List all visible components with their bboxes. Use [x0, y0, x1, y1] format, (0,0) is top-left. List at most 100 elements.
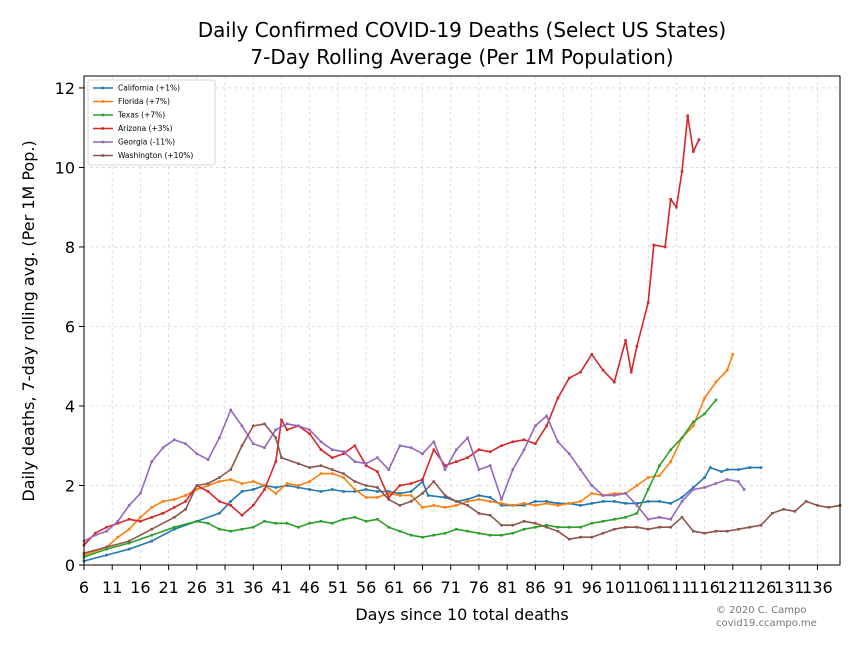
- legend-marker-arizona: [101, 127, 105, 130]
- data-point: [500, 502, 503, 505]
- data-point: [105, 553, 108, 557]
- data-point: [567, 376, 571, 380]
- data-point: [432, 448, 436, 452]
- data-point: [376, 456, 379, 459]
- data-point: [342, 472, 345, 475]
- data-point: [409, 490, 413, 493]
- data-point: [556, 396, 560, 400]
- data-point: [376, 517, 379, 521]
- data-point: [601, 519, 605, 523]
- data-point: [206, 521, 210, 525]
- x-tick-label: 16: [130, 578, 150, 597]
- data-point: [646, 527, 650, 531]
- data-point: [218, 436, 221, 440]
- legend-label-washington: Washington (+10%): [118, 151, 193, 160]
- legend-marker-florida: [101, 100, 105, 103]
- data-point: [567, 452, 571, 455]
- data-point: [206, 458, 210, 461]
- data-point: [127, 539, 131, 543]
- data-point: [421, 492, 424, 495]
- data-point: [319, 464, 323, 467]
- data-point: [466, 436, 469, 440]
- data-point: [150, 460, 154, 463]
- data-point: [680, 170, 684, 173]
- data-point: [613, 492, 616, 495]
- chart-subtitle: 7-Day Rolling Average (Per 1M Population…: [250, 45, 673, 69]
- data-point: [522, 448, 526, 452]
- data-point: [251, 480, 255, 483]
- data-point: [297, 525, 300, 529]
- data-point: [488, 514, 492, 517]
- data-point: [737, 468, 740, 471]
- y-tick-label: 6: [65, 317, 75, 336]
- data-point: [150, 506, 154, 509]
- data-point: [624, 492, 627, 495]
- data-point: [172, 525, 176, 529]
- data-point: [511, 523, 515, 527]
- data-point: [534, 504, 537, 507]
- data-point: [466, 504, 469, 507]
- data-point: [218, 480, 221, 483]
- x-tick-label: 91: [553, 578, 573, 597]
- data-point: [274, 436, 278, 440]
- data-point: [590, 484, 594, 487]
- data-point: [804, 500, 808, 503]
- data-point: [692, 529, 695, 533]
- data-point: [285, 482, 289, 485]
- legend-marker-texas: [101, 113, 105, 117]
- data-point: [827, 506, 831, 509]
- data-point: [330, 456, 334, 459]
- data-point: [116, 521, 120, 525]
- data-point: [590, 352, 594, 356]
- data-point: [443, 496, 447, 499]
- data-point: [172, 498, 176, 501]
- data-point: [692, 486, 695, 489]
- data-point: [195, 484, 199, 487]
- data-point: [409, 482, 413, 485]
- data-point: [500, 444, 503, 448]
- series-florida: [82, 352, 735, 557]
- data-point: [127, 527, 131, 531]
- data-point: [263, 422, 266, 426]
- data-point: [466, 456, 469, 459]
- y-tick-label: 4: [65, 397, 75, 416]
- y-tick-label: 8: [65, 238, 75, 257]
- data-point: [330, 472, 334, 475]
- data-point: [398, 529, 402, 533]
- data-point: [624, 339, 627, 342]
- data-point: [680, 515, 684, 519]
- legend-marker-georgia: [101, 140, 105, 144]
- data-point: [556, 525, 560, 529]
- data-point: [443, 464, 447, 467]
- data-point: [669, 460, 673, 463]
- data-point: [285, 422, 289, 426]
- x-tick-label: 121: [718, 578, 749, 597]
- data-point: [229, 529, 232, 533]
- data-point: [534, 500, 537, 503]
- data-point: [556, 502, 560, 505]
- data-point: [534, 521, 537, 525]
- legend-label-florida: Florida (+7%): [118, 97, 170, 106]
- data-point: [500, 498, 503, 501]
- data-point: [172, 438, 176, 442]
- data-point: [229, 504, 232, 507]
- x-tick-label: 116: [689, 578, 720, 597]
- data-point: [658, 515, 661, 519]
- data-point: [443, 531, 447, 535]
- data-point: [116, 535, 120, 539]
- data-point: [680, 500, 684, 503]
- x-tick-label: 61: [384, 578, 404, 597]
- data-point: [522, 504, 526, 507]
- data-point: [669, 525, 673, 529]
- data-point: [308, 466, 311, 469]
- data-point: [409, 494, 413, 497]
- x-tick-label: 46: [299, 578, 319, 597]
- data-point: [387, 490, 390, 493]
- data-point: [409, 500, 413, 503]
- x-tick-label: 81: [497, 578, 517, 597]
- data-point: [646, 301, 650, 304]
- data-point: [443, 468, 447, 471]
- data-point: [161, 512, 165, 515]
- data-point: [466, 500, 469, 503]
- data-point: [297, 462, 300, 465]
